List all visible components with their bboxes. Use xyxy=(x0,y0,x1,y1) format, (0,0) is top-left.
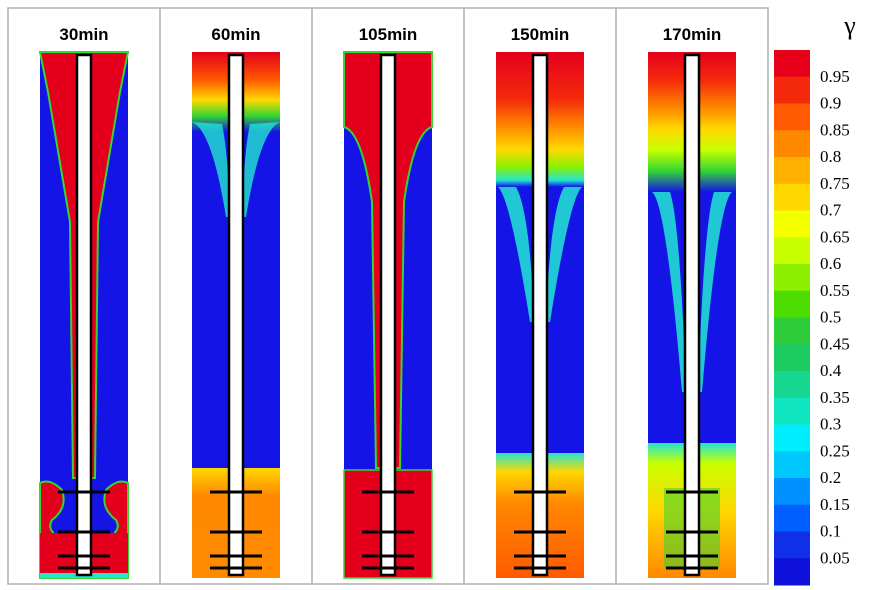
colorbar-swatch xyxy=(774,531,810,559)
colorbar-tick-label: 0.8 xyxy=(820,147,841,166)
colorbar-swatch xyxy=(774,478,810,506)
colorbar-swatch xyxy=(774,558,810,586)
wake-left xyxy=(652,192,686,392)
colorbar-tick-label: 0.1 xyxy=(820,522,841,541)
colorbar-tick-label: 0.2 xyxy=(820,468,841,487)
colorbar-swatch xyxy=(774,50,810,78)
colorbar-swatch xyxy=(774,424,810,452)
colorbar-tick-label: 0.3 xyxy=(820,415,841,434)
colorbar-tick-label: 0.75 xyxy=(820,174,850,193)
wake-left xyxy=(192,122,230,217)
colorbar-swatch xyxy=(774,451,810,479)
center-rod xyxy=(227,53,245,577)
colorbar-tick-label: 0.85 xyxy=(820,120,850,139)
frame-time-label: 30min xyxy=(59,25,108,44)
colorbar-tick-label: 0.65 xyxy=(820,227,850,246)
contour-frames: 30min 60min 105min 150min 170min xyxy=(7,7,769,585)
colorbar-tick-label: 0.7 xyxy=(820,201,842,220)
colorbar-tick-label: 0.4 xyxy=(820,361,842,380)
colorbar-swatch xyxy=(774,290,810,318)
wake-right xyxy=(698,192,732,392)
colorbar-swatch xyxy=(774,76,810,104)
colorbar-tick-label: 0.6 xyxy=(820,254,841,273)
colorbar-tick-label: 0.35 xyxy=(820,388,850,407)
colorbar-tick-label: 0.25 xyxy=(820,441,850,460)
frame-time-label: 60min xyxy=(211,25,260,44)
frame-105min: 105min xyxy=(343,25,433,579)
colorbar-title: γ xyxy=(843,11,856,40)
colorbar-tick-label: 0.9 xyxy=(820,94,841,113)
colorbar-tick-label: 0.95 xyxy=(820,67,850,86)
center-rod xyxy=(379,53,397,577)
frame-30min: 30min xyxy=(38,25,130,579)
colorbar-swatch xyxy=(774,344,810,372)
colorbar-swatch xyxy=(774,317,810,345)
colorbar-tick-label: 0.15 xyxy=(820,495,850,514)
frame-time-label: 105min xyxy=(359,25,418,44)
colorbar-tick-label: 0.5 xyxy=(820,308,841,327)
colorbar-swatch xyxy=(774,103,810,131)
wake-right xyxy=(546,187,582,322)
colorbar-swatch xyxy=(774,237,810,265)
colorbar-swatch xyxy=(774,264,810,292)
colorbar-swatch xyxy=(774,130,810,158)
frame-150min: 150min xyxy=(496,25,584,578)
colorbar-swatch xyxy=(774,504,810,532)
wake-right xyxy=(242,122,280,217)
wake-left xyxy=(498,187,534,322)
frame-170min: 170min xyxy=(648,25,736,578)
colorbar-swatch xyxy=(774,157,810,185)
gamma-colorbar: γ 0.95 0.9 0.85 0.8 0.75 0.7 0.65 0.6 0.55 0.5 0.45… xyxy=(774,11,856,586)
colorbar-tick-label: 0.05 xyxy=(820,548,850,567)
frame-time-label: 150min xyxy=(511,25,570,44)
frame-60min: 60min xyxy=(192,25,280,578)
colorbar-swatch xyxy=(774,397,810,425)
colorbar-tick-label: 0.55 xyxy=(820,281,850,300)
colorbar-swatch xyxy=(774,371,810,399)
figure-border xyxy=(7,7,769,585)
colorbar-swatch xyxy=(774,210,810,238)
colorbar-swatch xyxy=(774,183,810,211)
center-rod xyxy=(75,53,93,577)
frame-time-label: 170min xyxy=(663,25,722,44)
center-rod xyxy=(683,53,701,577)
center-rod xyxy=(531,53,549,577)
colorbar-tick-label: 0.45 xyxy=(820,334,850,353)
